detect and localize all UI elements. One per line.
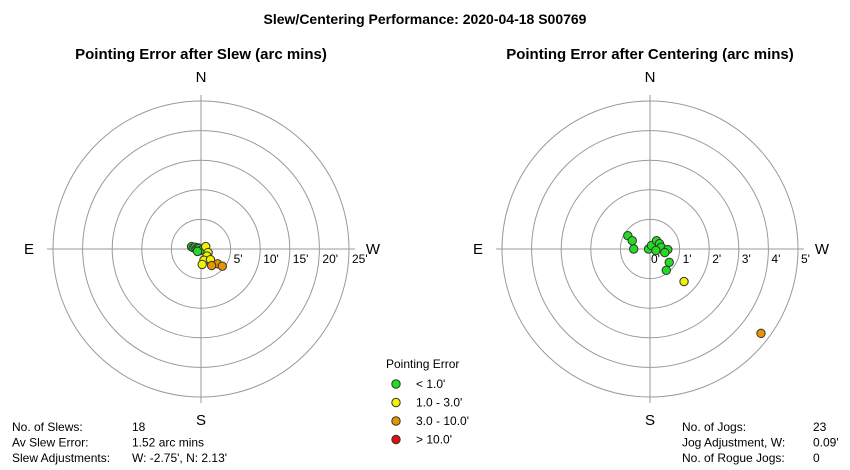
centering-error-plot: Pointing Error after Centering (arc mins… (473, 46, 830, 429)
jog-stat-label: Jog Adjustment, W: (682, 436, 785, 450)
slew-ring-labels: 5' 10' 15' 20' 25' (234, 252, 368, 266)
slew-stat-value: W: -2.75', N: 2.13' (132, 451, 227, 465)
slew-stat-value: 1.52 arc mins (132, 436, 204, 450)
slew-error-plot: Pointing Error after Slew (arc mins) N S… (24, 46, 381, 429)
legend-label: < 1.0' (416, 377, 445, 391)
centering-ring-label: 1' (683, 252, 692, 266)
slew-ring-label: 15' (293, 252, 309, 266)
centering-ring-label: 0' (651, 252, 660, 266)
centering-point (664, 257, 674, 268)
centering-east-label: E (473, 241, 483, 258)
centering-plot-grid (496, 95, 804, 403)
legend-label: 1.0 - 3.0' (416, 396, 462, 410)
slew-plot-grid (47, 95, 355, 403)
slew-stats: No. of Slews: 18 Av Slew Error: 1.52 arc mi… (12, 420, 227, 465)
centering-south-label: S (645, 412, 655, 429)
centering-point (756, 328, 766, 339)
centering-north-label: N (645, 69, 656, 86)
slew-east-label: E (24, 241, 34, 258)
jog-stat-label: No. of Rogue Jogs: (682, 451, 785, 465)
jog-stat-value: 0.09' (813, 436, 839, 450)
slew-points (186, 241, 228, 271)
slew-north-label: N (196, 69, 207, 86)
slew-ring-label: 25' (352, 252, 368, 266)
slew-point (192, 246, 203, 257)
centering-point (627, 236, 637, 246)
figure-title: Slew/Centering Performance: 2020-04-18 S… (264, 11, 587, 27)
slew-south-label: S (196, 412, 206, 429)
slew-stat-label: No. of Slews: (12, 420, 83, 434)
centering-point (679, 276, 689, 287)
centering-point (651, 245, 661, 256)
legend-marker (391, 416, 401, 426)
slew-stat-label: Slew Adjustments: (12, 451, 110, 465)
jog-stats: No. of Jogs: 23 Jog Adjustment, W: 0.09' No.… (682, 420, 839, 465)
centering-west-label: W (815, 241, 830, 258)
centering-point (629, 244, 639, 254)
centering-plot-title: Pointing Error after Centering (arc mins… (506, 46, 794, 63)
legend-label: > 10.0' (416, 433, 452, 447)
jog-stat-value: 23 (813, 420, 827, 434)
centering-ring-label: 4' (771, 252, 780, 266)
legend-title: Pointing Error (386, 357, 459, 371)
slew-stat-value: 18 (132, 420, 146, 434)
slew-ring-label: 20' (322, 252, 338, 266)
slew-ring-label: 10' (263, 252, 279, 266)
legend-items: < 1.0' 1.0 - 3.0' 3.0 - 10.0' > 10.0' (391, 377, 469, 447)
slew-point (217, 261, 228, 271)
legend-marker (391, 434, 401, 445)
slew-point (197, 259, 207, 270)
slew-stat-label: Av Slew Error: (12, 436, 88, 450)
jog-stat-value: 0 (813, 451, 820, 465)
centering-point (660, 247, 670, 258)
legend-label: 3.0 - 10.0' (416, 414, 469, 428)
centering-ring-label: 2' (712, 252, 721, 266)
centering-ring-labels: 0' 1' 2' 3' 4' 5' (651, 252, 810, 266)
legend: Pointing Error < 1.0' 1.0 - 3.0' 3.0 - 10.… (386, 357, 469, 447)
slew-plot-title: Pointing Error after Slew (arc mins) (75, 46, 327, 63)
centering-ring-label: 5' (801, 252, 810, 266)
slew-west-label: W (366, 241, 381, 258)
centering-ring-label: 3' (742, 252, 751, 266)
centering-points (623, 230, 766, 339)
legend-marker (391, 397, 401, 408)
jog-stat-label: No. of Jogs: (682, 420, 746, 434)
slew-ring-label: 5' (234, 252, 243, 266)
centering-point (661, 265, 671, 276)
legend-marker (391, 379, 401, 389)
slew-point (206, 260, 217, 271)
